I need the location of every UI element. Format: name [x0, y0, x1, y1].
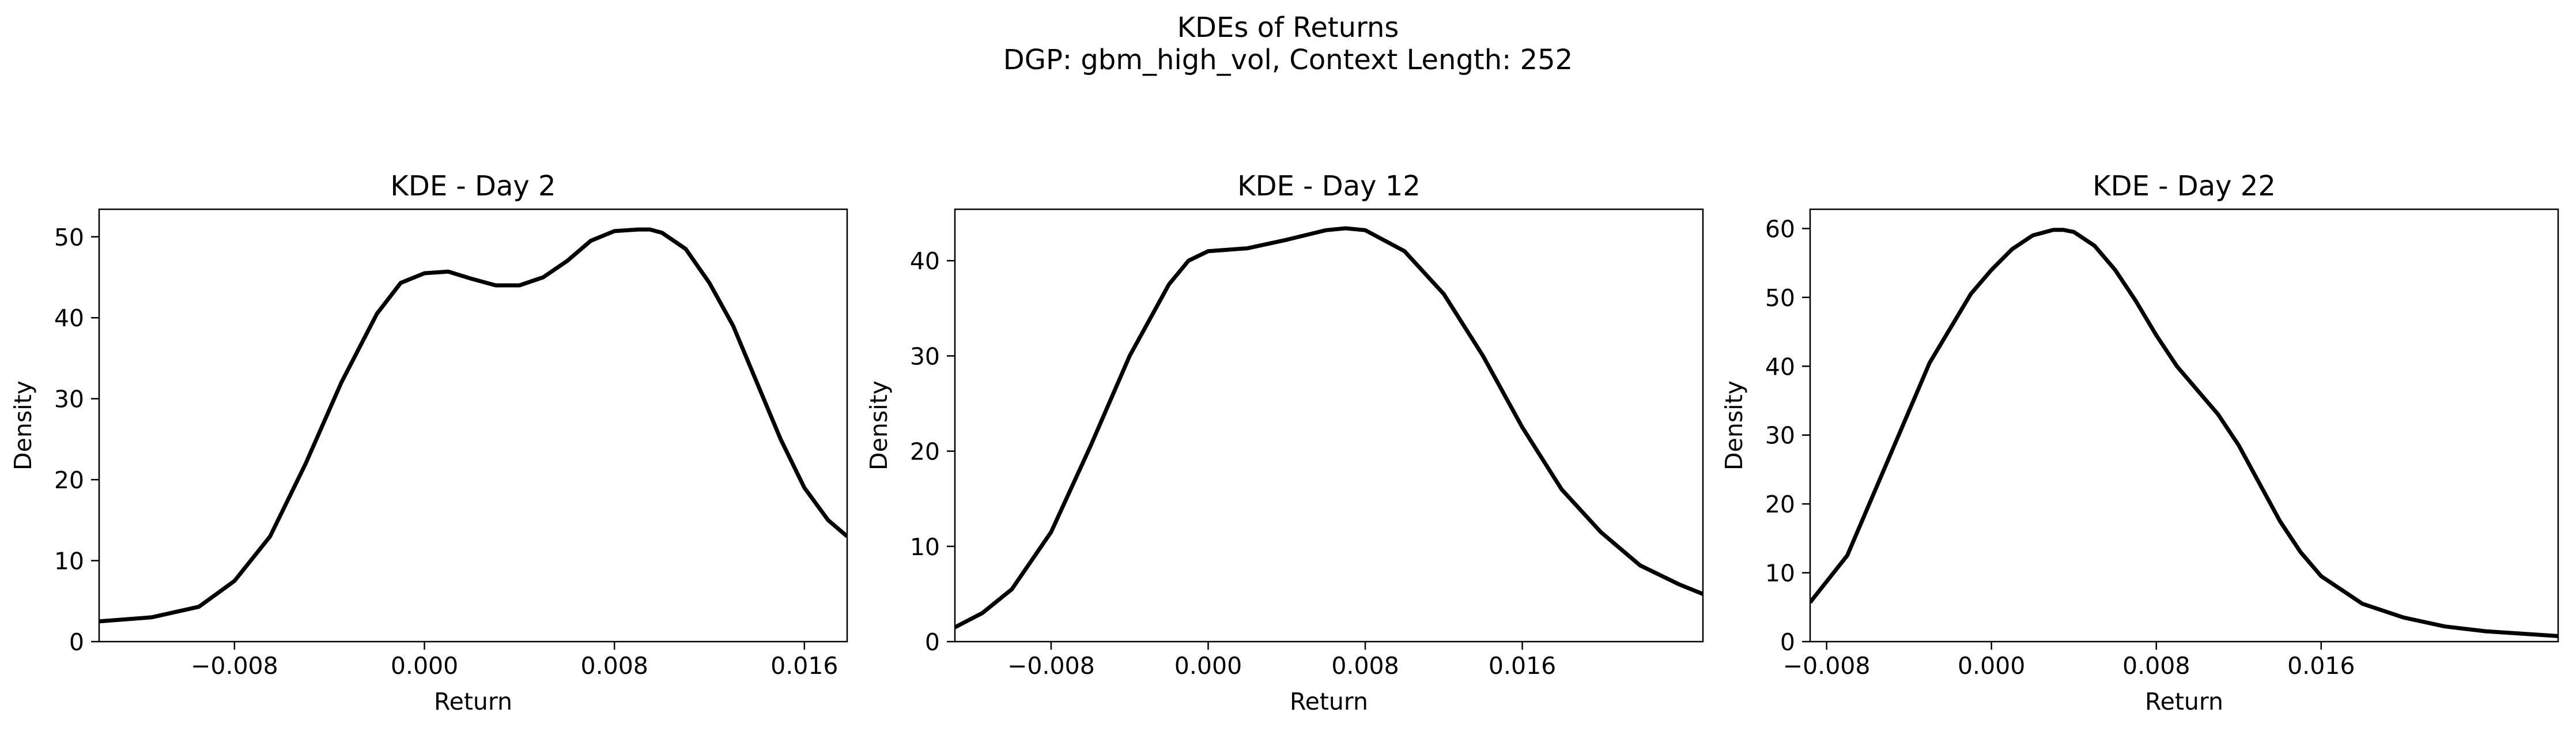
x-tick-label: 0.000: [1958, 652, 2025, 680]
y-tick-label: 0: [1780, 628, 1795, 656]
subplots: −0.008 0.000 0.008 0.016 0 10 20 30 40 50 KDE - Da…: [9, 170, 2559, 715]
subplot-title: KDE - Day 2: [390, 170, 556, 202]
y-tick-label: 50: [54, 224, 84, 251]
kde-curve: [99, 227, 847, 624]
y-axis-label: Density: [1720, 380, 1748, 470]
y-tick-label: 20: [1765, 491, 1795, 518]
x-tick-label: 0.008: [1331, 652, 1399, 680]
x-tick-label: −0.008: [191, 652, 278, 680]
y-tick-label: 0: [69, 628, 84, 656]
x-tick-label: 0.000: [391, 652, 458, 680]
y-axis-label: Density: [865, 380, 893, 470]
y-tick-label: 40: [54, 304, 84, 332]
y-tick-label: 30: [910, 342, 940, 370]
y-axis-label: Density: [9, 380, 37, 470]
x-tick-label: 0.000: [1174, 652, 1242, 680]
kde-curve: [955, 226, 1703, 630]
y-tick-label: 60: [1765, 215, 1795, 243]
y-tick-label: 10: [910, 533, 940, 561]
x-tick-label: 0.016: [770, 652, 838, 680]
subplot-2: −0.008 0.000 0.008 0.016 0 10 20 30 40 KDE - Day …: [865, 170, 1704, 715]
x-tick-label: 0.008: [2122, 652, 2190, 680]
subplot-title: KDE - Day 12: [1237, 170, 1421, 202]
subplot-title: KDE - Day 22: [2092, 170, 2276, 202]
y-tick-label: 40: [1765, 353, 1795, 380]
plot-frame: [1809, 208, 2559, 643]
x-tick-label: 0.016: [2287, 652, 2355, 680]
y-tick-label: 0: [925, 628, 940, 656]
figure-subtitle: DGP: gbm_high_vol, Context Length: 252: [1003, 44, 1573, 76]
y-tick-label: 40: [910, 247, 940, 275]
subplot-3: −0.008 0.000 0.008 0.016 0 10 20 30 40 50 60 KDE - …: [1720, 170, 2559, 715]
y-tick-label: 20: [910, 438, 940, 466]
kde-curve: [1810, 228, 2558, 638]
x-axis-label: Return: [1290, 688, 1368, 715]
y-tick-label: 30: [1765, 422, 1795, 450]
subplot-1: −0.008 0.000 0.008 0.016 0 10 20 30 40 50 KDE - Da…: [9, 170, 848, 715]
x-tick-label: 0.008: [580, 652, 648, 680]
y-tick-label: 20: [54, 466, 84, 494]
y-tick-label: 30: [54, 386, 84, 413]
plot-frame: [954, 208, 1704, 643]
y-tick-label: 10: [1765, 560, 1795, 587]
plot-frame: [98, 208, 848, 643]
y-tick-label: 10: [54, 548, 84, 575]
figure-title: KDEs of Returns: [1177, 12, 1399, 44]
x-tick-label: 0.016: [1489, 652, 1556, 680]
y-tick-label: 50: [1765, 284, 1795, 312]
x-tick-label: −0.008: [1007, 652, 1095, 680]
x-axis-label: Return: [2145, 688, 2223, 715]
x-tick-label: −0.008: [1783, 652, 1871, 680]
x-axis-label: Return: [434, 688, 512, 715]
